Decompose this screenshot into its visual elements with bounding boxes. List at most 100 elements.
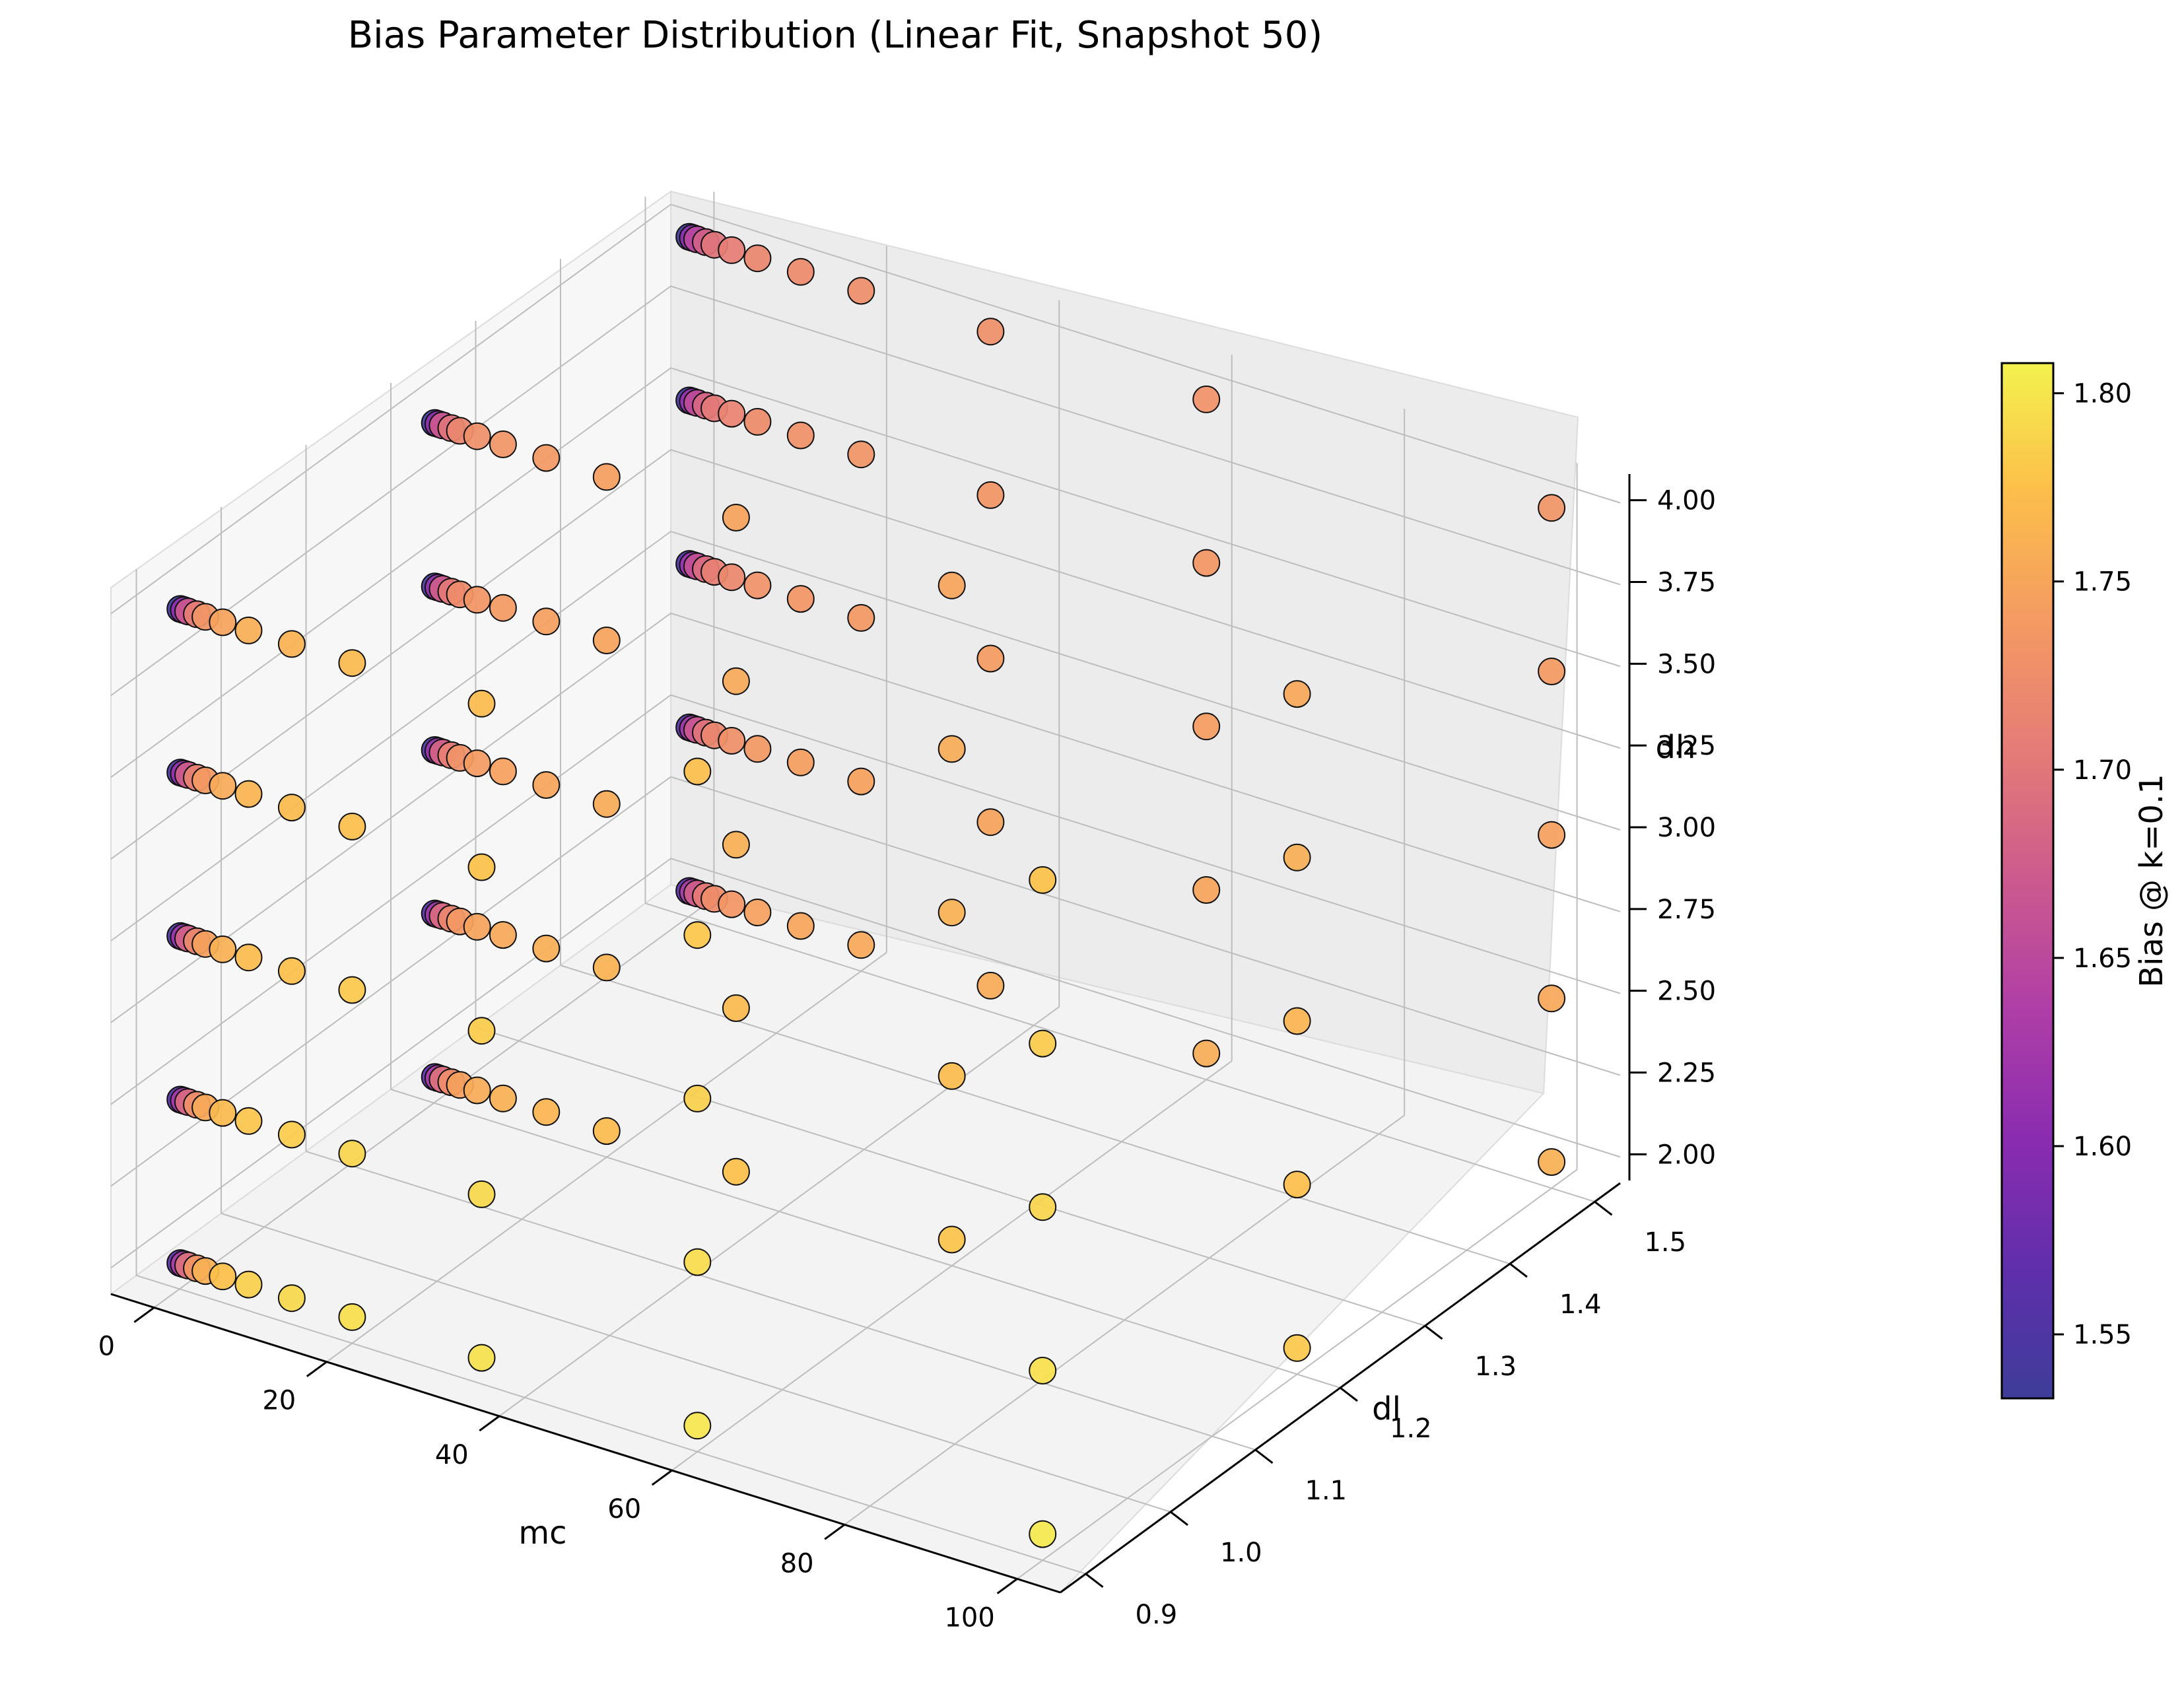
grid-y-floor-1 xyxy=(221,1212,1171,1513)
grid-y-floor-2 xyxy=(306,1150,1256,1451)
y-tick-4 xyxy=(1424,1324,1443,1340)
z-tick-label-0: 2.00 xyxy=(1657,1140,1716,1170)
z-tick-label-8: 4.00 xyxy=(1657,486,1716,516)
x-tick-label-2: 40 xyxy=(435,1440,469,1470)
scatter-point xyxy=(489,594,517,622)
grid-z-left-6 xyxy=(110,367,671,778)
scatter-point xyxy=(1538,984,1566,1013)
scatter-point xyxy=(1192,1039,1221,1068)
scatter-point xyxy=(722,831,750,859)
scatter-point xyxy=(467,689,496,718)
scatter-point xyxy=(722,667,750,695)
grid-z-back-8 xyxy=(670,203,1621,504)
scatter-point xyxy=(683,1412,712,1440)
y-tick-6 xyxy=(1594,1200,1613,1216)
scatter-point xyxy=(489,1084,517,1112)
scatter-point xyxy=(532,771,561,799)
colorbar-tick-label-5: 1.80 xyxy=(2073,379,2132,409)
scatter-point xyxy=(718,236,746,264)
grid-z-back-7 xyxy=(670,285,1621,586)
grid-z-back-2 xyxy=(670,694,1621,994)
grid-y-floor-4 xyxy=(475,1027,1425,1327)
scatter-point xyxy=(592,953,621,982)
z-axis-title: dh xyxy=(1656,729,1696,766)
z-tick-label-5: 3.25 xyxy=(1657,731,1716,761)
scatter-point xyxy=(338,976,366,1004)
scatter-point xyxy=(277,794,306,822)
colorbar-tick-label-2: 1.65 xyxy=(2073,943,2132,974)
scatter-point xyxy=(786,421,815,450)
scatter-point xyxy=(976,318,1005,346)
scatter-point xyxy=(532,607,561,636)
scatter-point xyxy=(1538,1148,1566,1176)
scatter-point xyxy=(1029,866,1057,894)
scatter-point xyxy=(234,943,263,972)
z-tick-label-7: 3.75 xyxy=(1657,567,1716,598)
scatter-point xyxy=(338,1303,366,1331)
scatter-point xyxy=(467,1180,496,1208)
scatter-point xyxy=(338,812,366,840)
scatter-point xyxy=(722,504,750,531)
scatter-point xyxy=(209,1099,237,1127)
axis-lines xyxy=(110,474,1647,1594)
scatter-point xyxy=(1283,680,1311,708)
chart-title: Bias Parameter Distribution (Linear Fit,… xyxy=(348,14,1323,57)
scatter-point xyxy=(718,890,746,918)
x-tick-label-0: 0 xyxy=(98,1332,115,1362)
x-tick-5 xyxy=(996,1578,1018,1594)
scatter-point xyxy=(209,772,237,800)
scatter-point xyxy=(786,257,815,286)
scatter-point xyxy=(743,407,772,436)
y-tick-5 xyxy=(1509,1262,1528,1278)
scatter-point xyxy=(1283,1007,1311,1035)
scatter-point xyxy=(592,1117,621,1145)
x-axis-line xyxy=(110,1293,1061,1594)
scatter-point xyxy=(467,1344,496,1372)
y-tick-1 xyxy=(1170,1511,1188,1526)
y-tick-3 xyxy=(1340,1386,1358,1402)
scatter-point xyxy=(743,244,772,273)
scatter-point xyxy=(1538,658,1566,685)
y-tick-label-4: 1.3 xyxy=(1474,1351,1517,1382)
scatter-point xyxy=(338,1140,366,1168)
y-tick-label-1: 1.0 xyxy=(1220,1538,1262,1568)
scatter-point xyxy=(718,727,746,755)
scatter-point xyxy=(847,767,875,796)
colorbar-tick-label-0: 1.55 xyxy=(2073,1320,2132,1350)
scatter-point xyxy=(1283,843,1311,871)
scatter-point xyxy=(489,430,517,458)
grid-y-floor-5 xyxy=(560,965,1511,1265)
x-tick-label-1: 20 xyxy=(262,1386,296,1416)
tick-labels: 0 20 40 60 80 100 0.9 1.0 1.1 1.2 1.3 1.4 1.5 2.00 2.2… xyxy=(98,486,1716,1633)
scatter-point xyxy=(277,630,306,658)
scatter-point xyxy=(1538,821,1566,849)
scatter-point xyxy=(592,790,621,818)
scatter-point xyxy=(1283,1171,1311,1199)
colorbar-tick-label-3: 1.70 xyxy=(2073,755,2132,786)
z-tick-label-4: 3.00 xyxy=(1657,813,1716,843)
grid-y-floor-0 xyxy=(136,1274,1086,1575)
scatter-point xyxy=(1029,1029,1057,1058)
grid-z-back-0 xyxy=(670,858,1621,1158)
z-tick-label-6: 3.50 xyxy=(1657,649,1716,679)
colorbar-gradient xyxy=(2000,362,2055,1400)
scatter-point xyxy=(532,1098,561,1126)
scatter-point xyxy=(209,608,237,636)
scatter-point xyxy=(209,1262,237,1291)
colorbar-tick-label-4: 1.75 xyxy=(2073,567,2132,598)
grid-y-floor-3 xyxy=(390,1089,1341,1388)
scatter-point xyxy=(938,899,966,927)
scatter-point xyxy=(1192,876,1221,904)
scatter-point xyxy=(938,1225,966,1254)
scatter-point xyxy=(592,463,621,491)
scatter-point xyxy=(1029,1193,1057,1221)
scatter-point xyxy=(847,440,875,469)
grid-z-back-4 xyxy=(670,531,1621,831)
scatter-point xyxy=(976,808,1005,837)
scatter-point xyxy=(683,921,712,949)
scatter-point xyxy=(467,853,496,881)
scatter-point xyxy=(847,931,875,959)
scatter-points xyxy=(166,222,1566,1548)
scatter-point xyxy=(1538,494,1566,522)
